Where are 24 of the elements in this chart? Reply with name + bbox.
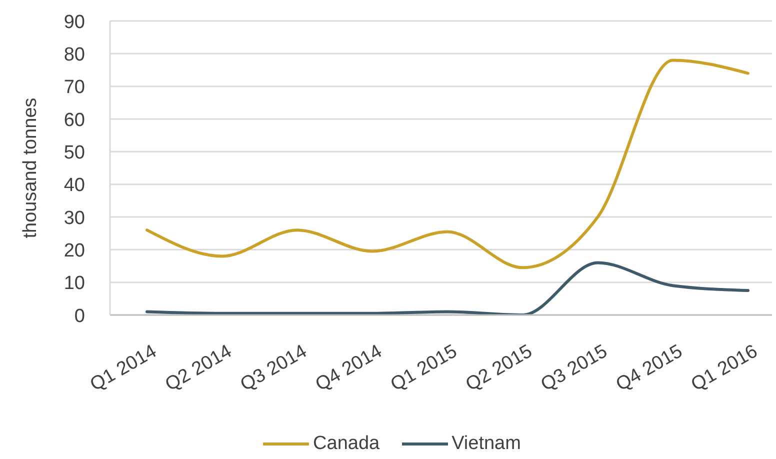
- x-tick-label: Q1 2014: [86, 340, 161, 396]
- x-tick-label: Q2 2014: [162, 340, 236, 396]
- y-tick-label: 10: [64, 273, 85, 294]
- y-tick-label: 50: [64, 142, 85, 164]
- y-tick-label: 40: [64, 175, 85, 196]
- line-series: [146, 58, 750, 270]
- y-tick-label: 80: [64, 44, 85, 66]
- x-tick-label: Q3 2015: [537, 340, 612, 396]
- legend-label: Canada: [313, 433, 380, 455]
- x-tick-label: Q4 2014: [312, 340, 386, 396]
- x-tick-label: Q2 2015: [462, 340, 536, 396]
- y-tick-label: 60: [64, 110, 85, 131]
- y-axis-title: thousand tonnes: [20, 98, 40, 238]
- x-tick-label: Q1 2016: [688, 340, 762, 396]
- y-tick-label: 0: [74, 306, 85, 327]
- y-tick-label: 30: [64, 208, 85, 229]
- legend-label: Vietnam: [452, 433, 521, 455]
- y-tick-label: 70: [64, 77, 85, 98]
- y-tick-label: 20: [64, 240, 85, 262]
- x-tick-label: Q1 2015: [387, 340, 461, 396]
- x-tick-label: Q3 2014: [236, 340, 311, 396]
- line-series: [146, 261, 750, 315]
- x-tick-label: Q4 2015: [612, 340, 686, 396]
- y-tick-label: 90: [64, 12, 85, 33]
